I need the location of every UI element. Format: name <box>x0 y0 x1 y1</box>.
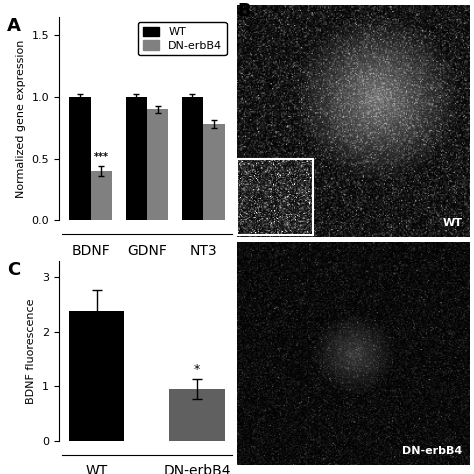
Text: A: A <box>7 17 21 35</box>
Text: ***: *** <box>94 152 109 163</box>
Bar <box>182 97 203 220</box>
Y-axis label: BDNF fluorescence: BDNF fluorescence <box>27 298 36 403</box>
Bar <box>147 109 168 220</box>
Text: B: B <box>237 2 251 20</box>
Bar <box>203 124 225 220</box>
Bar <box>69 311 124 441</box>
Bar <box>126 97 147 220</box>
Bar <box>91 171 112 220</box>
Text: DN-erbB4: DN-erbB4 <box>402 446 462 456</box>
Text: C: C <box>7 261 20 279</box>
Text: WT: WT <box>442 218 462 228</box>
Y-axis label: Normalized gene expression: Normalized gene expression <box>16 39 26 198</box>
Legend: WT, DN-erbB4: WT, DN-erbB4 <box>138 22 227 55</box>
Bar <box>170 389 225 441</box>
Text: *: * <box>194 363 200 376</box>
Bar <box>69 97 91 220</box>
